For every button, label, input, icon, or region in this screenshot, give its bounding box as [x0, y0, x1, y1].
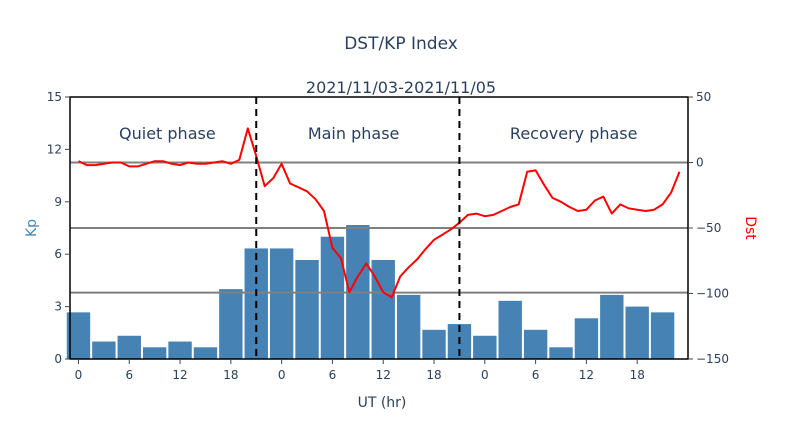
kp-bar	[396, 294, 421, 359]
x-tick-label: 18	[426, 368, 441, 382]
x-tick-label: 12	[172, 368, 187, 382]
kp-bar	[269, 248, 294, 359]
x-axis-ticks: 0 6 12 18 0 6 12 18 0 6 12 18	[75, 359, 645, 382]
kp-bar	[625, 306, 649, 359]
x-tick-label: 0	[278, 368, 286, 382]
x-tick-label: 0	[75, 368, 83, 382]
kp-bar	[142, 347, 167, 359]
kp-bar	[422, 329, 446, 359]
right-y-tick-label: −150	[696, 352, 729, 366]
kp-bar	[295, 259, 319, 359]
right-y-axis-label: Dst	[742, 216, 758, 240]
x-tick-label: 6	[329, 368, 337, 382]
left-y-tick-label: 0	[54, 352, 62, 366]
chart-subtitle: 2021/11/03-2021/11/05	[305, 78, 497, 97]
left-y-axis-ticks: 0 3 6 9 12 15	[47, 90, 70, 366]
kp-bar	[498, 300, 522, 359]
left-y-tick-label: 12	[47, 142, 62, 156]
right-y-tick-label: 0	[696, 156, 704, 170]
kp-bar	[117, 335, 141, 359]
left-y-tick-label: 9	[54, 195, 62, 209]
left-y-tick-label: 6	[54, 247, 62, 261]
phase-label: Recovery phase	[510, 124, 638, 143]
x-tick-label: 18	[630, 368, 645, 382]
dst-line	[78, 127, 681, 299]
kp-bar	[193, 347, 218, 359]
left-y-tick-label: 15	[47, 90, 62, 104]
right-y-tick-label: −100	[696, 287, 729, 301]
phase-label: Quiet phase	[119, 124, 216, 143]
right-y-tick-label: 50	[696, 90, 711, 104]
kp-bar	[66, 312, 91, 359]
kp-bar	[549, 347, 573, 359]
left-y-axis-label: Kp	[24, 219, 40, 237]
dst-series	[78, 127, 681, 299]
phase-boundaries	[255, 97, 461, 359]
kp-bar	[92, 341, 116, 359]
x-tick-label: 6	[125, 368, 133, 382]
kp-bar	[523, 329, 548, 359]
kp-bar	[320, 236, 345, 359]
kp-bar	[371, 259, 395, 359]
reference-lines	[70, 161, 688, 294]
kp-bar	[574, 318, 599, 359]
phase-labels: Quiet phase Main phase Recovery phase	[119, 124, 637, 143]
x-axis-label: UT (hr)	[358, 395, 407, 411]
kp-bar	[219, 289, 243, 359]
phase-label: Main phase	[308, 124, 400, 143]
x-tick-label: 0	[481, 368, 489, 382]
left-y-tick-label: 3	[54, 300, 62, 314]
x-tick-label: 12	[579, 368, 594, 382]
x-tick-label: 12	[376, 368, 391, 382]
right-y-axis-ticks: −150 −100 −50 0 50	[688, 90, 729, 366]
x-tick-label: 18	[223, 368, 238, 382]
x-tick-label: 6	[532, 368, 540, 382]
right-y-tick-label: −50	[696, 221, 721, 235]
kp-bar	[168, 341, 192, 359]
kp-bar	[473, 335, 497, 359]
chart-title: DST/KP Index	[344, 34, 458, 54]
kp-bar	[650, 312, 675, 359]
kp-bar	[600, 294, 624, 359]
